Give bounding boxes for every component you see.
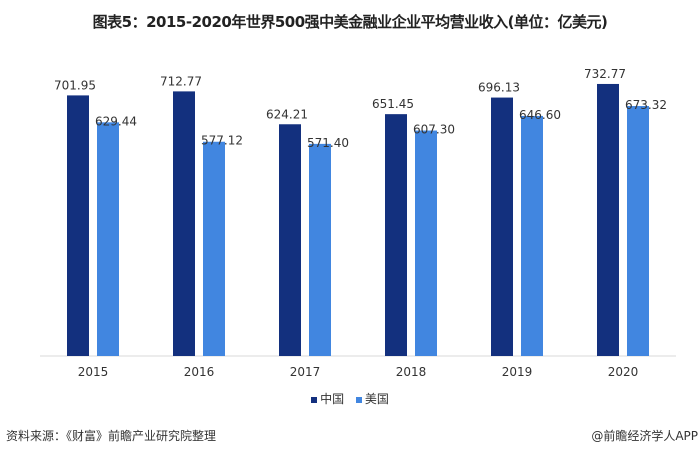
data-label: 571.40 <box>307 136 349 150</box>
legend-swatch-usa <box>355 396 362 403</box>
data-label: 701.95 <box>54 78 96 92</box>
data-label: 651.45 <box>372 97 414 111</box>
bar-china <box>597 83 619 356</box>
data-label: 646.60 <box>519 108 561 122</box>
data-label: 629.44 <box>95 114 137 128</box>
data-label: 732.77 <box>584 67 626 81</box>
legend-label-usa: 美国 <box>364 392 389 406</box>
x-tick-label: 2016 <box>184 365 215 379</box>
legend-item-china: 中国 <box>311 390 344 407</box>
data-label: 577.12 <box>201 134 243 148</box>
legend-swatch-china <box>311 396 318 403</box>
bar-china <box>67 95 89 356</box>
legend: 中国 美国 <box>0 390 700 407</box>
brand-watermark: @前瞻经济学人APP <box>591 429 698 443</box>
chart-title: 图表5：2015-2020年世界500强中美金融业企业平均营业收入(单位：亿美元… <box>92 13 608 31</box>
bar-china <box>491 97 513 356</box>
data-label: 696.13 <box>478 81 520 95</box>
x-tick-label: 2015 <box>78 365 109 379</box>
bar-chart: 2015 701.95 629.44 2016 712.77 577.12 2017 624.… <box>40 67 676 379</box>
bar-usa <box>415 130 437 356</box>
data-label: 712.77 <box>160 74 202 88</box>
data-label: 607.30 <box>413 123 455 137</box>
data-label: 673.32 <box>625 98 667 112</box>
bar-usa <box>627 106 649 356</box>
bar-china <box>385 114 407 356</box>
bar-usa <box>521 115 543 356</box>
bar-china <box>173 91 195 356</box>
x-tick-label: 2018 <box>396 365 427 379</box>
bar-china <box>279 124 301 356</box>
bar-usa <box>309 143 331 356</box>
x-tick-label: 2020 <box>608 365 639 379</box>
data-label: 624.21 <box>266 107 308 121</box>
bar-usa <box>203 141 225 356</box>
source-note: 资料来源：《财富》前瞻产业研究院整理 <box>6 429 217 443</box>
x-tick-label: 2017 <box>290 365 321 379</box>
bar-usa <box>97 122 119 356</box>
x-tick-label: 2019 <box>502 365 533 379</box>
legend-item-usa: 美国 <box>355 390 389 407</box>
legend-label-china: 中国 <box>320 392 345 406</box>
